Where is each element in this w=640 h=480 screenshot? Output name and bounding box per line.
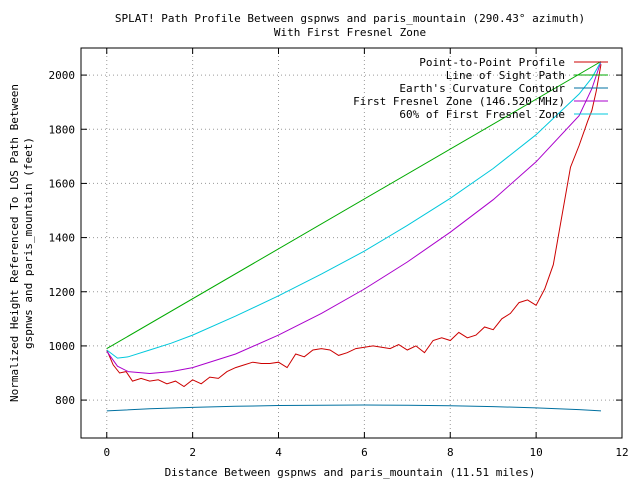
- x-axis-label: Distance Between gspnws and paris_mounta…: [165, 466, 536, 479]
- series-line-2: [106, 61, 602, 350]
- chart-title: SPLAT! Path Profile Between gspnws and p…: [115, 12, 585, 25]
- x-tick-label: 12: [615, 446, 628, 459]
- y-tick-label: 1000: [49, 340, 76, 353]
- legend-label: First Fresnel Zone (146.520 MHz): [353, 95, 565, 108]
- axis-ticks: 0 2 4 6 8 10 12 800 1000 1200 1400 1600 1800 2000: [49, 48, 629, 459]
- y-tick-label: 800: [55, 394, 75, 407]
- plot-frame: [80, 47, 623, 439]
- y-tick-label: 1800: [49, 123, 76, 136]
- legend-label: 60% of First Fresnel Zone: [399, 108, 565, 121]
- series-line-3: [106, 404, 602, 412]
- y-axis-label-line1: Normalized Height Referenced To LOS Path…: [8, 84, 21, 402]
- series-line-1: [106, 64, 602, 388]
- x-tick-label: 4: [275, 446, 282, 459]
- y-tick-label: 1200: [49, 286, 76, 299]
- x-tick-label: 2: [189, 446, 196, 459]
- series-lines: [106, 61, 602, 412]
- legend-label: Point-to-Point Profile: [419, 56, 565, 69]
- chart-subtitle: With First Fresnel Zone: [274, 26, 426, 39]
- y-tick-label: 2000: [49, 69, 76, 82]
- legend-label: Earth's Curvature Contour: [399, 82, 565, 95]
- x-tick-label: 0: [103, 446, 110, 459]
- y-axis-label-line2: gspnws and paris_mountain (feet): [22, 137, 35, 349]
- series-line-4: [106, 61, 602, 375]
- x-tick-label: 8: [447, 446, 454, 459]
- grid-lines: [81, 48, 622, 438]
- y-tick-label: 1600: [49, 177, 76, 190]
- legend-label: Line of Sight Path: [446, 69, 565, 82]
- series-line-5: [106, 61, 602, 359]
- y-tick-label: 1400: [49, 232, 76, 245]
- x-tick-label: 10: [530, 446, 543, 459]
- x-tick-label: 6: [361, 446, 368, 459]
